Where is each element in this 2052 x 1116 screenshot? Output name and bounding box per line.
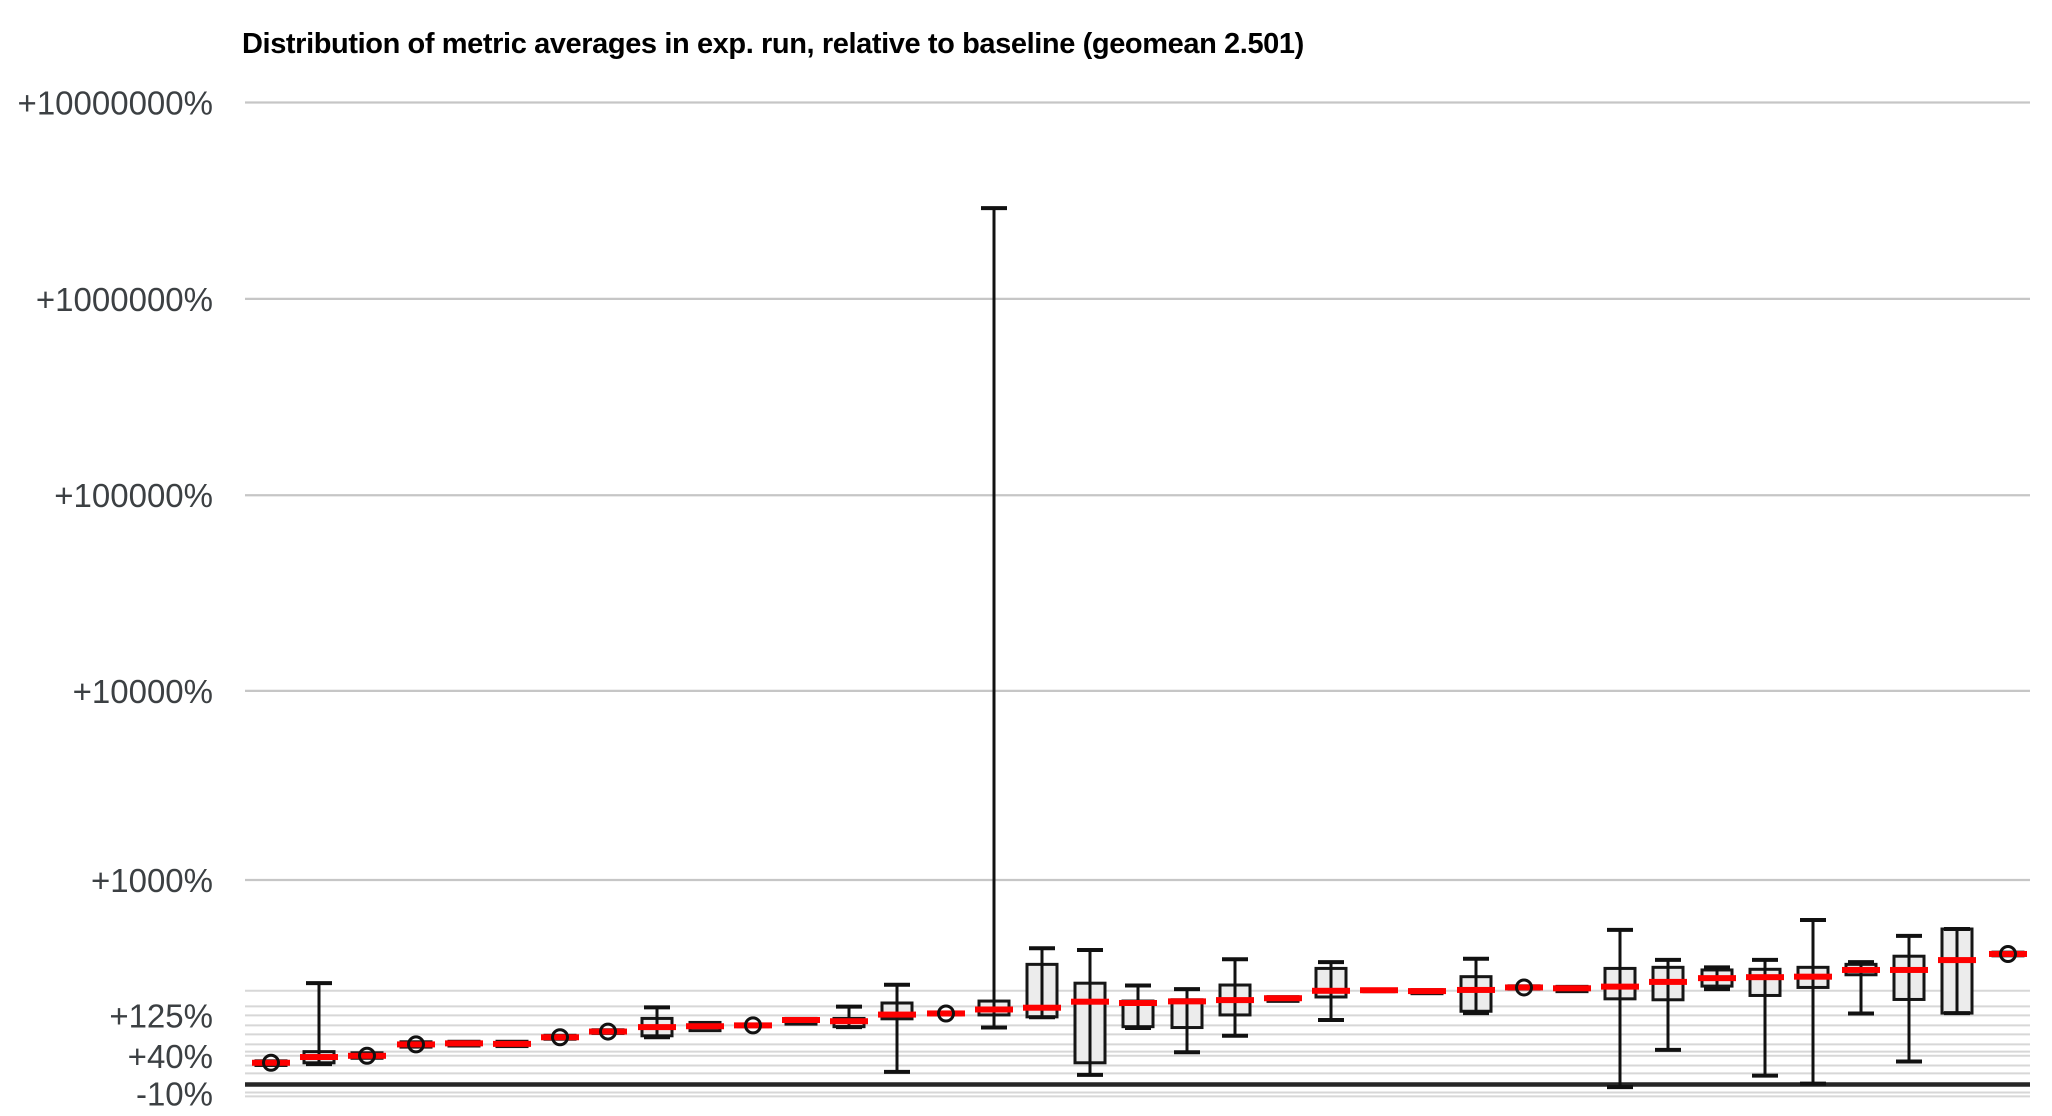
- box-plot-9: [638, 1005, 676, 1040]
- mean-circle: [358, 1046, 376, 1065]
- median-line: [1601, 983, 1639, 990]
- median-line: [1023, 1004, 1061, 1011]
- gridlines: [245, 101, 2030, 1098]
- box-plot-36: [1938, 927, 1976, 1016]
- median-line: [1264, 995, 1302, 1002]
- box-plot-16: [975, 206, 1013, 1030]
- y-axis-label: +100000%: [54, 477, 213, 514]
- median-line: [1794, 973, 1832, 980]
- median-line: [1649, 978, 1687, 985]
- mean-circle: [744, 1016, 762, 1035]
- box-plot-22: [1264, 995, 1302, 1003]
- mean-circle: [599, 1022, 617, 1041]
- chart-title: Distribution of metric averages in exp. …: [242, 28, 1304, 60]
- median-line: [1890, 966, 1928, 973]
- box-plot-5: [445, 1039, 483, 1048]
- median-line: [1553, 985, 1591, 992]
- box-plot-29: [1601, 927, 1639, 1090]
- box-plot-11: [734, 1016, 772, 1035]
- box-plot-12: [782, 1016, 820, 1026]
- box-plot-37: [1989, 944, 2027, 963]
- mean-circle: [262, 1053, 280, 1072]
- y-axis-labels: +10000000% +1000000% +100000% +10000% +1000%…: [18, 84, 213, 1112]
- y-axis-label: -10%: [136, 1075, 213, 1112]
- box-plot-3: [348, 1046, 386, 1065]
- box-plot-1: [252, 1053, 290, 1072]
- box-plot-28: [1553, 984, 1591, 994]
- mean-circle: [937, 1004, 955, 1023]
- y-axis-label: +10000%: [73, 673, 213, 710]
- median-line: [878, 1011, 916, 1018]
- box-plot-10: [686, 1020, 724, 1033]
- y-axis-label: +40%: [128, 1038, 213, 1075]
- median-line: [1842, 966, 1880, 973]
- median-line: [782, 1017, 820, 1024]
- mean-circle: [1515, 978, 1533, 997]
- y-axis-label: +1000%: [91, 862, 213, 899]
- box-plot-8: [589, 1022, 627, 1041]
- box-plot-23: [1312, 960, 1350, 1023]
- median-line: [1168, 998, 1206, 1005]
- box-plot-35: [1890, 933, 1928, 1064]
- median-line: [1457, 986, 1495, 993]
- box-plot-21: [1216, 957, 1254, 1038]
- box-plot-4: [397, 1035, 435, 1054]
- median-line: [541, 1034, 579, 1041]
- box-plot-2: [300, 981, 338, 1067]
- median-line: [1505, 984, 1543, 991]
- box-plot-33: [1794, 917, 1832, 1086]
- median-line: [252, 1059, 290, 1066]
- box-plot-14: [878, 982, 916, 1074]
- box-plot-32: [1746, 957, 1784, 1078]
- box-plot-7: [541, 1028, 579, 1047]
- box-plot-25: [1408, 988, 1446, 996]
- median-line: [1216, 997, 1254, 1004]
- median-line: [1938, 957, 1976, 964]
- box-plot-6: [493, 1039, 531, 1049]
- box-plot-30: [1649, 957, 1687, 1052]
- box-plot-26: [1457, 956, 1495, 1016]
- median-line: [1312, 987, 1350, 994]
- box-plot-31: [1698, 965, 1736, 992]
- median-line: [397, 1041, 435, 1048]
- box-plot-27: [1505, 978, 1543, 997]
- median-line: [638, 1024, 676, 1031]
- median-line: [686, 1023, 724, 1030]
- median-line: [348, 1052, 386, 1059]
- median-line: [1698, 975, 1736, 982]
- mean-circle: [551, 1028, 569, 1047]
- mean-circle: [1999, 944, 2017, 963]
- median-line: [1746, 974, 1784, 981]
- median-line: [975, 1006, 1013, 1013]
- box-plot-20: [1168, 987, 1206, 1055]
- median-line: [1119, 999, 1157, 1006]
- box-plot-13: [830, 1004, 868, 1030]
- median-line: [445, 1040, 483, 1047]
- box-plot-15: [927, 1004, 965, 1023]
- box-plot-34: [1842, 960, 1880, 1016]
- median-line: [1408, 988, 1446, 995]
- median-line: [830, 1018, 868, 1025]
- box-plot-19: [1119, 983, 1157, 1030]
- median-line: [1989, 950, 2027, 957]
- median-line: [927, 1010, 965, 1017]
- median-line: [1071, 998, 1109, 1005]
- y-axis-label: +125%: [109, 997, 213, 1034]
- median-line: [1360, 987, 1398, 994]
- median-line: [589, 1028, 627, 1035]
- mean-circle: [407, 1035, 425, 1054]
- y-axis-label: +1000000%: [36, 281, 213, 318]
- box-plot-24: [1360, 987, 1398, 994]
- median-line: [300, 1054, 338, 1061]
- median-line: [493, 1040, 531, 1047]
- box-plot-18: [1071, 947, 1109, 1077]
- median-line: [734, 1022, 772, 1029]
- y-axis-label: +10000000%: [18, 84, 213, 121]
- box-plot-17: [1023, 946, 1061, 1020]
